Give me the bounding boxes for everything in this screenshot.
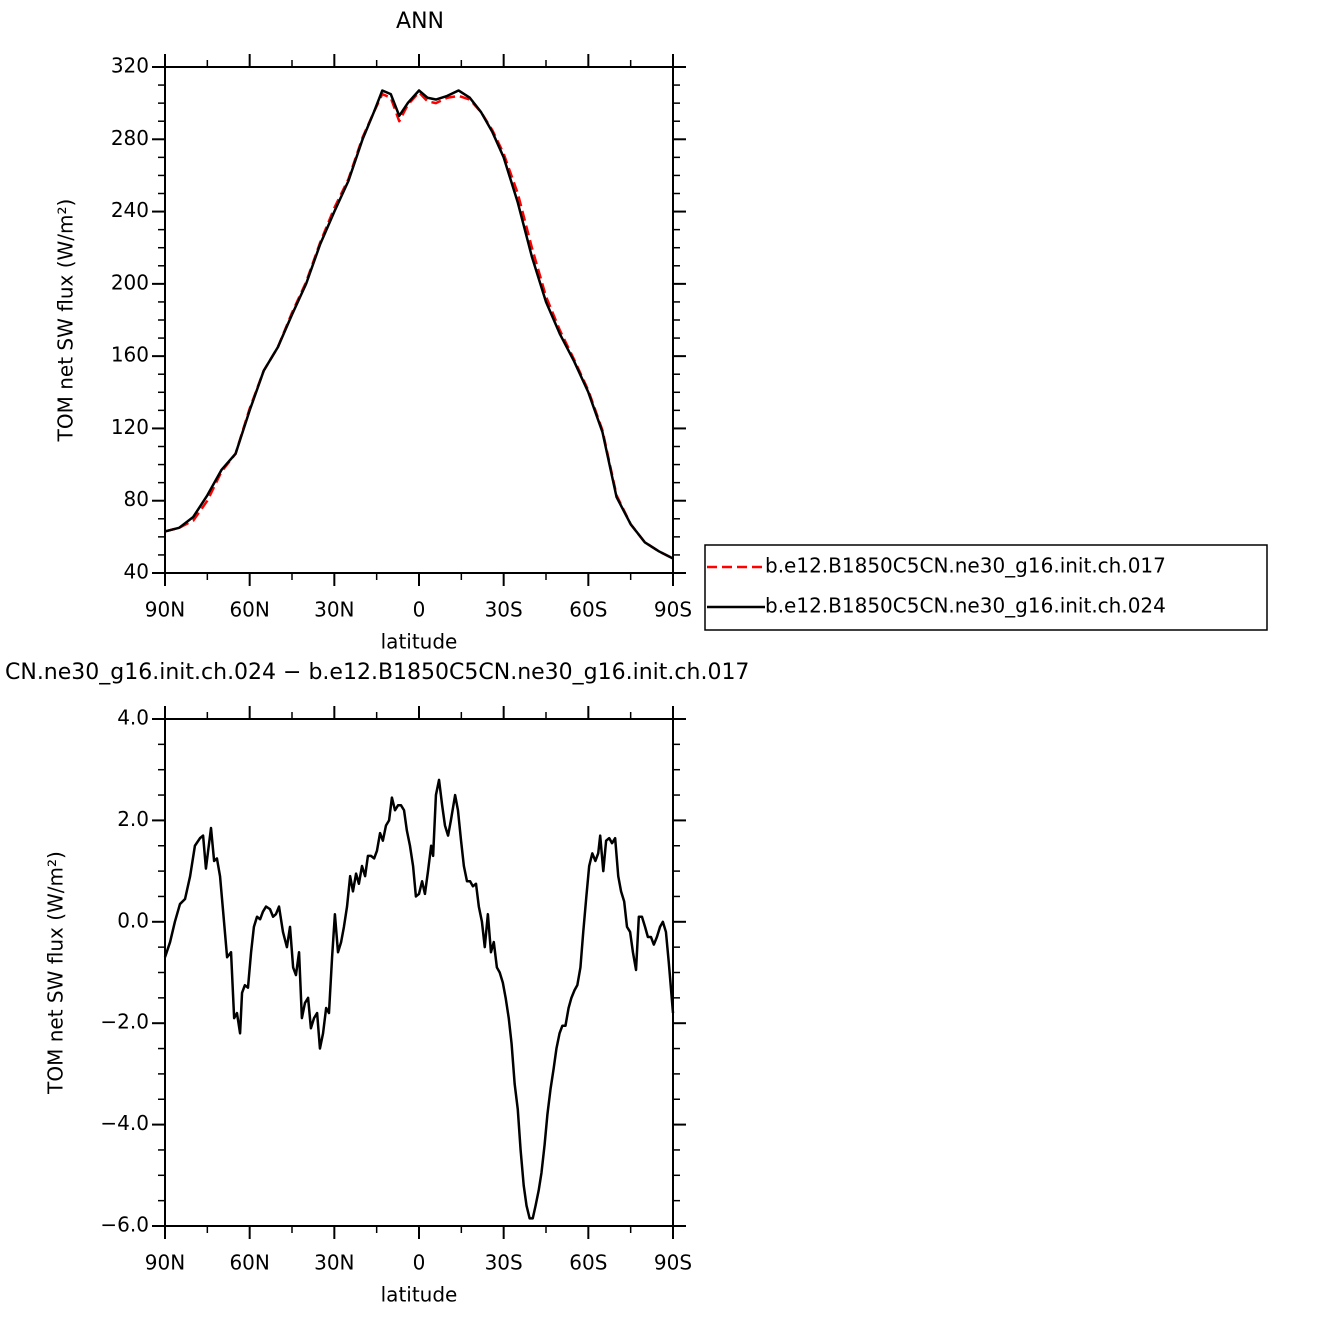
chart-title: ANN xyxy=(396,9,444,34)
y-tick-label: 80 xyxy=(124,487,149,511)
plot-frame xyxy=(164,718,674,1227)
legend-label: b.e12.B1850C5CN.ne30_g16.init.ch.017 xyxy=(765,554,1166,578)
x-tick-label: 30N xyxy=(314,1251,354,1275)
y-tick-label: −4.0 xyxy=(100,1111,149,1135)
y-tick-label: −6.0 xyxy=(100,1213,149,1237)
y-axis-label: TOM net SW flux (W/m²) xyxy=(54,199,78,443)
y-tick-label: 200 xyxy=(111,270,149,294)
y-tick-label: 320 xyxy=(111,54,149,78)
plot-frame xyxy=(164,66,674,574)
x-tick-label: 90N xyxy=(145,1251,185,1275)
chart-title: CN.ne30_g16.init.ch.024 − b.e12.B1850C5C… xyxy=(5,660,749,685)
data-line xyxy=(164,89,674,560)
x-tick-label: 60N xyxy=(229,598,269,622)
x-tick-label: 60S xyxy=(569,598,607,622)
y-tick-label: 40 xyxy=(124,560,149,584)
y-tick-label: 160 xyxy=(111,343,149,367)
y-axis-label: TOM net SW flux (W/m²) xyxy=(44,851,68,1095)
legend-box xyxy=(704,544,1268,631)
data-line xyxy=(163,778,675,1220)
legend: b.e12.B1850C5CN.ne30_g16.init.ch.017 b.e1… xyxy=(704,544,1268,631)
y-tick-label: −2.0 xyxy=(100,1010,149,1034)
x-axis-label: latitude xyxy=(381,630,458,654)
x-tick-label: 90S xyxy=(654,598,692,622)
x-tick-label: 60N xyxy=(229,1251,269,1275)
y-tick-label: 4.0 xyxy=(117,706,149,730)
x-tick-label: 30N xyxy=(314,598,354,622)
data-line xyxy=(164,91,674,560)
x-tick-label: 90N xyxy=(145,598,185,622)
x-tick-label: 60S xyxy=(569,1251,607,1275)
y-tick-label: 120 xyxy=(111,415,149,439)
x-tick-label: 0 xyxy=(413,1251,426,1275)
legend-label: b.e12.B1850C5CN.ne30_g16.init.ch.024 xyxy=(765,594,1166,618)
x-tick-label: 0 xyxy=(413,598,426,622)
x-tick-label: 90S xyxy=(654,1251,692,1275)
y-tick-label: 280 xyxy=(111,126,149,150)
x-tick-label: 30S xyxy=(485,1251,523,1275)
y-tick-label: 0.0 xyxy=(117,908,149,932)
x-axis-label: latitude xyxy=(381,1283,458,1307)
y-tick-label: 240 xyxy=(111,198,149,222)
x-tick-label: 30S xyxy=(485,598,523,622)
y-tick-label: 2.0 xyxy=(117,807,149,831)
